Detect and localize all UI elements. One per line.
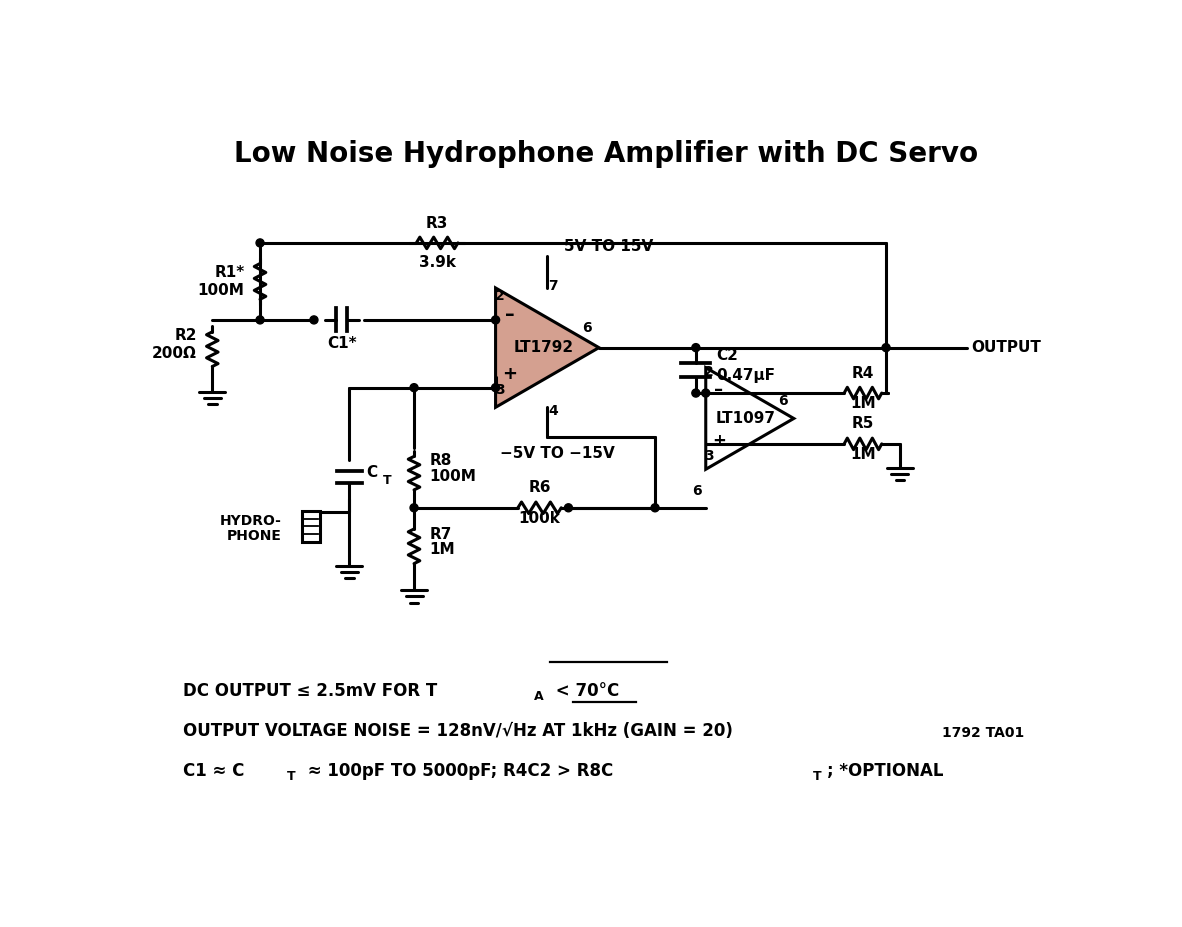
Text: 2: 2 [704,365,714,379]
Text: C: C [366,464,377,480]
Text: 3: 3 [495,384,505,398]
Circle shape [310,316,318,324]
Circle shape [882,344,890,351]
Text: R1*: R1* [214,265,245,280]
Text: 100k: 100k [519,511,560,527]
Text: ≈ 100pF TO 5000pF; R4C2 > R8C: ≈ 100pF TO 5000pF; R4C2 > R8C [303,762,613,781]
Text: –: – [714,381,723,399]
Text: 6: 6 [691,484,701,498]
Text: T: T [813,770,821,783]
Text: R8: R8 [429,453,452,468]
Text: T: T [383,474,391,487]
Text: 1M: 1M [850,448,876,463]
Text: HYDRO-: HYDRO- [220,514,281,527]
Text: 1M: 1M [850,397,876,412]
Text: C1 ≈ C: C1 ≈ C [183,762,245,781]
Text: C1*: C1* [327,337,357,351]
Text: 100M: 100M [429,469,476,484]
Text: R2: R2 [175,328,197,343]
Circle shape [256,316,264,324]
Polygon shape [495,288,599,407]
Text: 1M: 1M [429,542,455,557]
Text: R5: R5 [852,416,875,431]
Text: OUTPUT: OUTPUT [970,340,1040,355]
Text: OUTPUT VOLTAGE NOISE = 128nV/√Hz AT 1kHz (GAIN = 20): OUTPUT VOLTAGE NOISE = 128nV/√Hz AT 1kHz… [183,722,733,741]
Text: 5V TO 15V: 5V TO 15V [564,239,654,254]
Text: LT1097: LT1097 [716,411,775,426]
Text: R4: R4 [852,365,875,381]
Text: −5V TO −15V: −5V TO −15V [500,446,615,461]
Text: 6: 6 [582,322,591,336]
Text: R3: R3 [426,216,448,231]
Text: 3: 3 [704,449,714,464]
Text: 0.47μF: 0.47μF [716,368,775,384]
Text: ; *OPTIONAL: ; *OPTIONAL [826,762,943,781]
Circle shape [410,384,418,392]
Text: +: + [502,365,517,384]
Text: 200Ω: 200Ω [152,347,197,362]
Text: –: – [505,305,514,324]
Circle shape [691,344,700,351]
Text: 6: 6 [778,394,788,408]
Text: DC OUTPUT ≤ 2.5mV FOR T: DC OUTPUT ≤ 2.5mV FOR T [183,682,437,700]
Text: 4: 4 [548,404,558,418]
Text: R7: R7 [429,527,452,541]
Text: A: A [534,691,544,704]
Text: 3.9k: 3.9k [418,255,455,271]
Text: PHONE: PHONE [227,529,281,543]
Circle shape [702,389,709,397]
Text: T: T [287,770,296,783]
Text: 100M: 100M [197,283,245,298]
Text: 1792 TA01: 1792 TA01 [942,727,1025,741]
Text: +: + [712,432,726,450]
Text: 2: 2 [495,289,505,303]
Text: < 70°C: < 70°C [550,682,619,700]
Text: C2: C2 [716,349,738,363]
Circle shape [410,503,418,512]
Text: R6: R6 [528,480,551,495]
Bar [301,511,320,541]
Circle shape [651,503,660,512]
Text: LT1792: LT1792 [513,340,573,355]
Text: Low Noise Hydrophone Amplifier with DC Servo: Low Noise Hydrophone Amplifier with DC S… [234,140,978,168]
Circle shape [565,503,572,512]
Circle shape [691,389,700,397]
Circle shape [256,239,264,247]
Circle shape [492,384,500,392]
Text: 7: 7 [548,279,558,293]
Polygon shape [706,368,794,469]
Circle shape [492,316,500,324]
